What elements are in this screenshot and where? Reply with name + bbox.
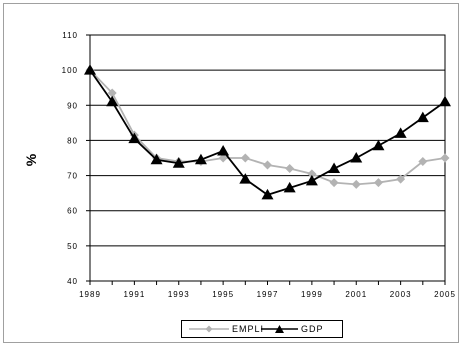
y-tick-label: 60 [67,207,78,216]
point-gdp [106,95,119,107]
legend-marker-gdp [275,325,284,333]
x-tick-label: 1999 [301,290,323,299]
point-empli [307,169,317,179]
y-axis-label: % [23,153,39,166]
point-gdp [394,127,407,138]
point-gdp [261,188,274,200]
chart-border [3,3,459,343]
point-empli [396,174,406,184]
x-tick-label: 1991 [123,290,145,299]
x-tick-label: 1997 [257,290,279,299]
point-empli [440,153,450,163]
y-tick-label: 90 [67,101,78,110]
point-gdp [217,144,230,156]
series-layer [84,64,451,200]
gridlines [90,69,445,247]
legend-label-gdp: GDP [301,324,324,334]
legend: EMPLI GDP [181,320,343,338]
point-gdp [305,174,318,186]
y-tick-label: 40 [67,277,78,286]
point-empli [218,153,228,163]
series-gdp [84,64,451,200]
x-tick-label: 1989 [79,290,101,299]
x-tick-label: 1993 [168,290,190,299]
point-gdp [283,181,296,193]
y-tick-label: 50 [67,242,78,251]
y-axis: 40 50 60 70 80 90 100 110 [62,31,90,286]
y-tick-label: 80 [67,136,78,145]
point-empli [351,179,361,189]
point-gdp [416,111,429,123]
x-tick-label: 2005 [434,290,456,299]
legend-marker-empli [205,325,213,333]
x-tick-label: 2001 [345,290,367,299]
point-empli [107,88,117,98]
point-empli [263,160,272,170]
point-empli [240,153,250,163]
x-tick-label: 1995 [212,290,234,299]
point-gdp [84,64,96,75]
point-gdp [372,139,385,151]
y-tick-label: 110 [62,31,78,40]
point-gdp [194,153,207,165]
point-empli [329,178,339,188]
y-tick-label: 70 [67,172,78,181]
y-tick-label: 100 [62,66,78,75]
x-tick-label: 2003 [390,290,412,299]
point-gdp [150,153,163,165]
point-empli [373,178,383,188]
point-gdp [439,95,451,107]
point-gdp [239,173,252,184]
point-gdp [128,132,141,144]
point-empli [285,164,295,174]
x-axis: 1989 1991 1993 1995 1997 1999 2001 2003 2005 [79,281,456,299]
point-gdp [172,157,185,168]
legend-label-empli: EMPLI [232,324,264,334]
point-gdp [350,152,363,163]
point-empli [418,157,428,167]
point-gdp [328,162,341,174]
